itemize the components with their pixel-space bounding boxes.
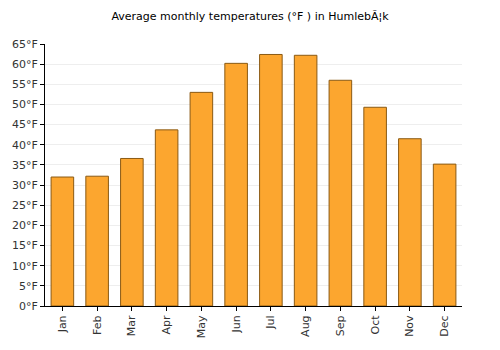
svg-text:10°F: 10°F [12, 260, 38, 273]
svg-text:0°F: 0°F [19, 300, 38, 313]
svg-text:40°F: 40°F [12, 139, 38, 152]
svg-text:Jun: Jun [230, 315, 243, 333]
svg-text:55°F: 55°F [12, 78, 38, 91]
svg-text:Oct: Oct [369, 315, 382, 335]
svg-text:Apr: Apr [160, 315, 173, 335]
svg-text:Nov: Nov [403, 315, 416, 337]
svg-text:60°F: 60°F [12, 58, 38, 71]
svg-text:Average monthly temperatures (: Average monthly temperatures (°F ) in Hu… [111, 10, 389, 23]
svg-text:50°F: 50°F [12, 98, 38, 111]
svg-text:65°F: 65°F [12, 38, 38, 51]
svg-text:25°F: 25°F [12, 199, 38, 212]
svg-text:30°F: 30°F [12, 179, 38, 192]
svg-text:45°F: 45°F [12, 118, 38, 131]
svg-text:5°F: 5°F [19, 280, 38, 293]
svg-text:Mar: Mar [125, 315, 138, 336]
svg-text:35°F: 35°F [12, 159, 38, 172]
svg-text:Jan: Jan [56, 315, 69, 333]
svg-text:May: May [195, 315, 208, 338]
svg-text:Sep: Sep [334, 315, 347, 336]
svg-text:Aug: Aug [299, 315, 312, 336]
svg-text:Feb: Feb [91, 315, 104, 334]
svg-text:Jul: Jul [264, 315, 277, 329]
svg-text:20°F: 20°F [12, 219, 38, 232]
svg-text:15°F: 15°F [12, 239, 38, 252]
svg-text:Dec: Dec [438, 315, 451, 336]
